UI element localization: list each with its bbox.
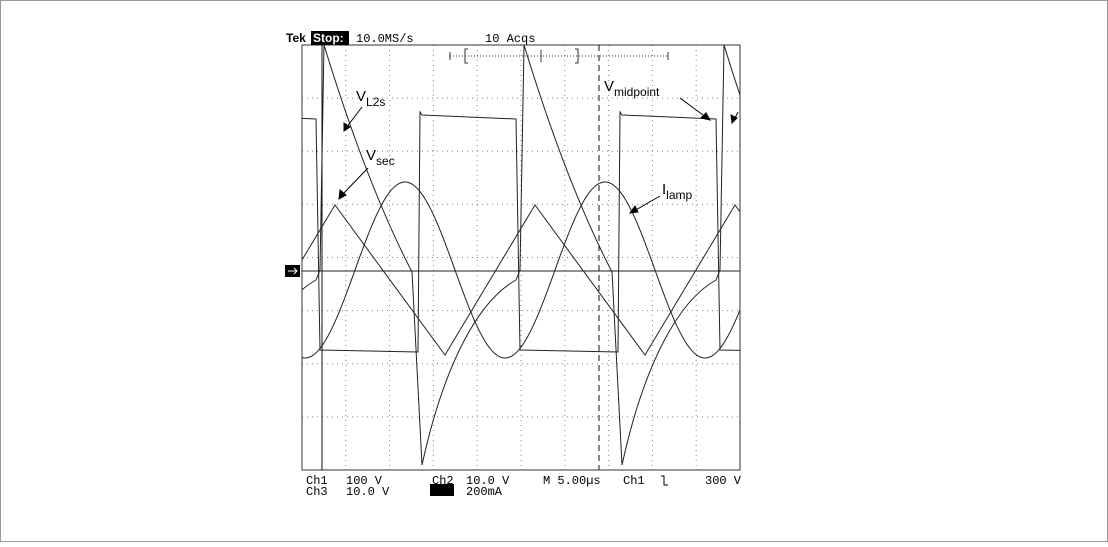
label-ilamp: Ilamp [662,181,693,202]
ch4-highlight [430,484,454,496]
label-main: V [356,88,366,105]
sample-rate: 10.0MS/s [356,32,414,46]
readout-field: Ch1 [306,474,328,488]
screen-frame [301,44,741,471]
acquisitions: 10 Acqs [485,32,535,46]
label-sub: sec [376,154,395,168]
readout-field: 200mA [466,485,503,499]
readout-field: Ch3 [306,485,328,499]
trace-l2s [302,45,740,466]
readout-field: 10.0 V [346,485,390,499]
trace-sec [302,204,740,356]
readout-field: 10.0 V [466,474,510,488]
readout-field: M 5.00µs [543,474,601,488]
label-main: I [662,181,666,198]
label-sub: lamp [666,188,692,202]
record-bar [449,48,669,64]
ground-arrow [288,267,298,275]
readout-field: 100 V [346,474,383,488]
label-main: V [604,78,614,95]
readout-field: 300 V [705,474,742,488]
label-sub: L2s [366,95,385,109]
label-main: V [366,147,376,164]
label-vl2s: VL2s [356,88,385,109]
trigger-slope [661,475,668,486]
status: Stop: [313,31,344,45]
readout-field: Ch1 [623,474,645,488]
status-box [311,31,349,45]
label-vmid: Vmidpoint [604,78,660,99]
label-vsec: Vsec [366,147,395,168]
label-sub: midpoint [614,85,660,99]
trace-lamp [302,181,740,359]
label-arrows [338,97,739,214]
brand: Tek [286,31,306,45]
